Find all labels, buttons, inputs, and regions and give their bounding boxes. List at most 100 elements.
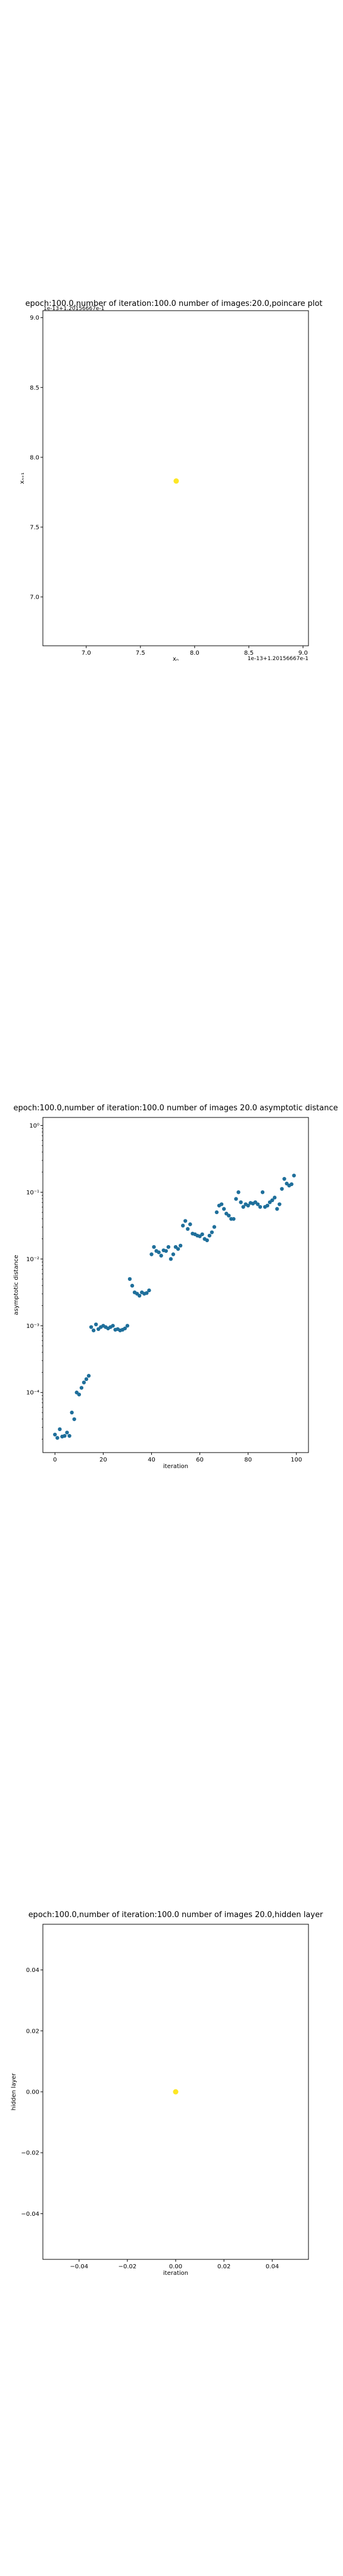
chart2-data-point [273,1196,277,1200]
chart2-data-point [149,1252,154,1256]
chart1-x-tick-label: 7.0 [82,650,91,657]
chart2-data-point [82,1380,86,1385]
chart2-data-point [222,1207,226,1211]
chart2-data-point [147,1288,151,1293]
chart2-data-point [171,1252,176,1256]
chart2-data-point [265,1203,270,1208]
chart2-y-tick-label: 10⁻¹ [26,1190,39,1196]
chart2-data-point [72,1417,76,1422]
chart1-y-offset: 1e-13+1.20156667e-1 [43,306,104,312]
chart3-y-ticks: −0.04 −0.02 0.00 0.02 0.04 [21,1967,43,2218]
chart3-x-label: iteration [163,2270,188,2277]
chart1-x-label: xₙ [173,656,179,662]
chart1-y-label: xₙ₊₁ [19,472,26,484]
chart2-x-tick-label: 20 [99,1457,107,1463]
chart2-data-point [70,1410,74,1415]
chart2-data-point [270,1198,275,1203]
chart3-x-tick-label: 0.02 [217,2264,230,2270]
chart2-data-point [152,1244,156,1249]
chart3-y-tick-label: −0.02 [21,2150,39,2157]
chart3-data-point [173,2089,179,2095]
chart1-y-ticks: 7.0 7.5 8.0 8.5 9.0 [30,315,43,601]
chart2-points [53,1174,296,1440]
chart3-y-tick-label: 0.02 [26,2028,39,2035]
chart2-data-point [77,1392,82,1397]
chart1-y-tick-label: 8.0 [30,454,39,461]
chart2-data-point [227,1213,231,1218]
chart2-data-point [145,1291,149,1295]
chart2-data-point [111,1324,115,1328]
chart3-x-tick-label: 0.04 [266,2264,279,2270]
chart2-data-point [214,1210,219,1215]
chart2-data-point [86,1374,91,1378]
chart2-data-point [212,1225,217,1229]
chart2-data-point [260,1190,265,1194]
chart3-x-ticks: −0.04 −0.02 0.00 0.02 0.04 [70,2259,279,2270]
chart1-x-tick-label: 8.5 [244,650,254,657]
chart1-x-ticks: 7.0 7.5 8.0 8.5 9.0 [82,646,308,657]
chart2-y-tick-label: 10⁰ [29,1123,39,1129]
chart2-data-point [65,1431,69,1435]
chart2-data-point [123,1326,127,1330]
chart2-y-tick-label: 10⁻⁴ [26,1390,39,1397]
chart2-data-point [79,1386,84,1390]
chart2-data-point [178,1243,183,1248]
chart2-x-tick-label: 40 [148,1457,155,1463]
chart3-y-label: hidden layer [11,2073,17,2110]
chart2-data-point [277,1202,282,1206]
chart2-data-point [258,1205,263,1209]
chart2-data-point [236,1190,241,1194]
chart2-data-point [164,1249,168,1253]
chart2-data-point [246,1203,250,1208]
chart2-data-point [157,1250,161,1255]
chart2-x-tick-label: 0 [53,1457,57,1463]
chart1-plot-area [42,310,309,646]
chart2-data-point [292,1174,296,1178]
chart2-x-tick-label: 60 [196,1457,204,1463]
chart2-x-tick-label: 80 [244,1457,252,1463]
chart2-x-tick-label: 100 [291,1457,302,1463]
chart3-title: epoch:100.0,number of iteration:100.0 nu… [29,1911,323,1919]
chart2-data-point [183,1219,188,1223]
chart3-x-tick-label: −0.04 [70,2264,88,2270]
chart3-y-tick-label: −0.04 [21,2211,39,2218]
chart2-data-point [67,1433,71,1438]
hidden-layer-chart: epoch:100.0,number of iteration:100.0 nu… [11,1911,323,2277]
chart2-data-point [280,1187,284,1191]
chart2-data-point [186,1227,190,1231]
chart2-title: epoch:100.0,number of iteration:100.0 nu… [14,1104,338,1113]
chart2-data-point [289,1182,294,1187]
chart2-data-point [89,1325,93,1329]
chart1-y-tick-label: 9.0 [30,315,39,321]
chart2-data-point [169,1257,173,1261]
chart2-y-ticks: 10⁻⁴ 10⁻³ 10⁻² 10⁻¹ 10⁰ [26,1123,43,1439]
chart1-title: epoch:100.0,number of iteration:100.0 nu… [25,299,322,308]
chart1-x-tick-label: 7.5 [136,650,145,657]
asymptotic-distance-chart: epoch:100.0,number of iteration:100.0 nu… [13,1104,338,1470]
chart1-x-tick-label: 8.0 [190,650,199,657]
chart3-y-tick-label: 0.04 [26,1967,39,1974]
chart2-data-point [137,1293,142,1298]
chart1-x-tick-label: 9.0 [298,650,308,657]
chart2-data-point [166,1244,171,1249]
chart1-y-tick-label: 7.0 [30,595,39,601]
chart2-x-ticks: 0 20 40 60 80 100 [53,1453,302,1463]
chart2-data-point [94,1322,98,1327]
chart2-data-point [159,1253,163,1258]
chart2-data-point [63,1433,67,1438]
chart2-data-point [180,1224,185,1228]
chart2-data-point [234,1197,238,1201]
chart3-x-tick-label: 0.00 [169,2264,182,2270]
chart2-data-point [232,1216,236,1221]
chart2-data-point [255,1202,260,1206]
chart2-data-point [275,1207,279,1211]
chart2-data-point [207,1233,211,1238]
chart2-data-point [282,1176,286,1181]
chart2-y-tick-label: 10⁻² [26,1256,39,1263]
chart2-y-tick-label: 10⁻³ [26,1323,39,1330]
chart2-y-label: asymptotic distance [13,1255,20,1315]
chart1-x-offset: 1e-13+1.20156667e-1 [248,656,308,662]
chart3-y-tick-label: 0.00 [26,2089,39,2096]
chart1-y-tick-label: 8.5 [30,385,39,391]
chart2-data-point [200,1232,204,1237]
